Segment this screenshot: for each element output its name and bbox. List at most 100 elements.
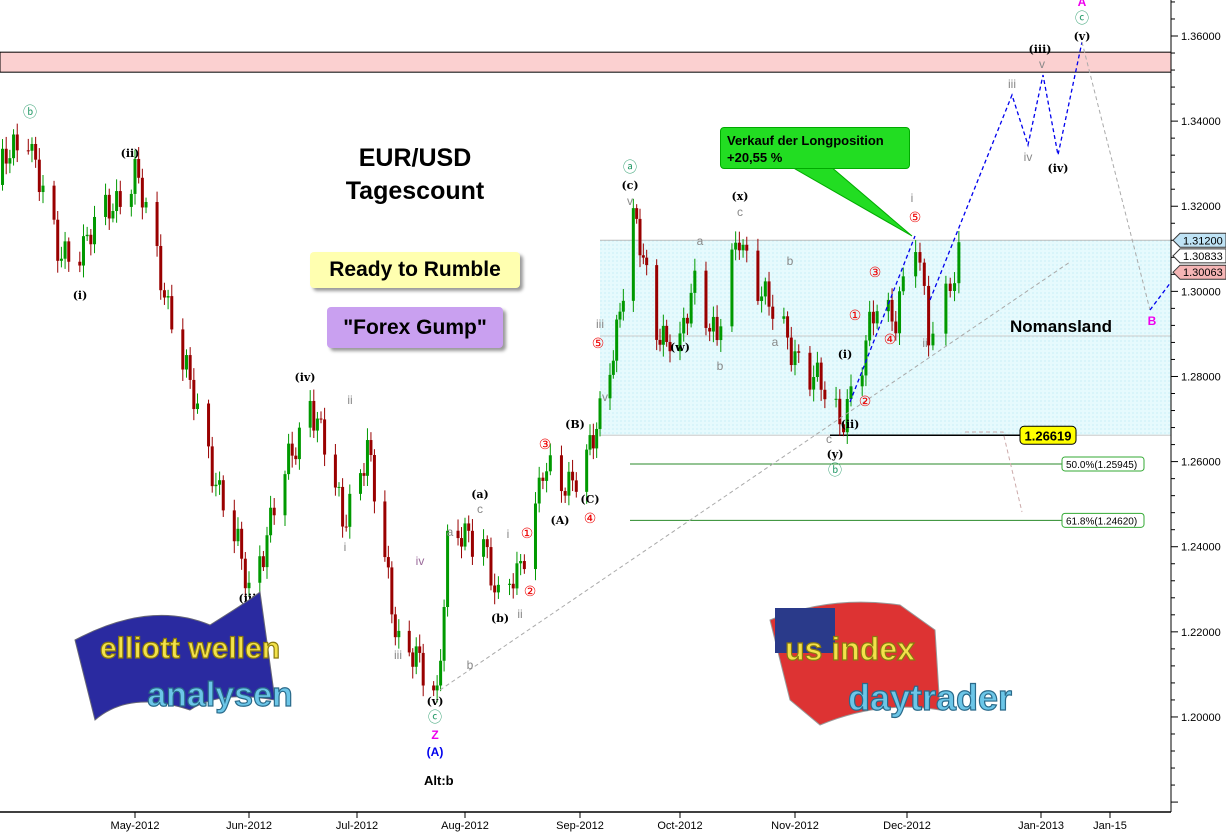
candle-down — [118, 191, 122, 207]
alt-projection — [965, 431, 1023, 513]
candle-up — [81, 236, 85, 266]
candle-down — [418, 646, 422, 653]
us-flag-canton — [775, 608, 835, 653]
candle-down — [162, 290, 166, 298]
candle-down — [261, 556, 265, 568]
y-tick-label: 1.28000 — [1181, 371, 1221, 383]
candle-up — [682, 317, 686, 334]
y-tick-label: 1.20000 — [1181, 712, 1221, 724]
candle-down — [786, 316, 790, 338]
wave-label: (i) — [838, 348, 853, 361]
candle-down — [771, 306, 775, 319]
candle-down — [789, 337, 793, 366]
candle-up — [886, 299, 890, 312]
candle-up — [793, 351, 797, 366]
y-tick-label: 1.30000 — [1181, 286, 1221, 298]
candle-up — [734, 242, 738, 250]
price-tag — [1172, 232, 1226, 248]
candle-down — [344, 526, 348, 528]
candle-up — [537, 477, 541, 504]
price-tag — [1172, 264, 1226, 280]
candle-up — [30, 143, 34, 151]
candle-down — [294, 455, 298, 460]
candle-up — [914, 252, 918, 277]
projection-path-3 — [1149, 281, 1172, 311]
wave-label: ④ — [884, 331, 897, 347]
candle-up — [508, 583, 512, 585]
candle-up — [184, 355, 188, 370]
candle-down — [188, 355, 192, 380]
wave-label: a — [447, 525, 454, 539]
callout-line1: Verkauf der Longposition — [727, 133, 884, 148]
candle-up — [533, 503, 537, 570]
candle-down — [26, 150, 30, 152]
candle-up — [782, 316, 786, 319]
candle-down — [107, 194, 111, 219]
candle-up — [931, 333, 935, 346]
price-tag-text: 1.30063 — [1183, 267, 1223, 279]
candle-down — [341, 486, 345, 527]
fib-tag-text: 50.0%(1.25945) — [1066, 460, 1137, 471]
x-tick-label: Nov-2012 — [771, 820, 819, 832]
candle-down — [767, 281, 771, 307]
wave-label: ⓑ — [828, 462, 842, 478]
candle-up — [397, 630, 401, 638]
wave-label: B — [1148, 314, 1157, 328]
logo-left-line1: elliott wellen — [100, 632, 280, 665]
x-tick-label: Jan-2013 — [1018, 820, 1064, 832]
wave-label: iii — [394, 648, 402, 662]
candle-down — [78, 261, 82, 266]
candle-up — [711, 316, 715, 332]
candle-down — [243, 558, 247, 589]
candle-up — [615, 319, 619, 361]
candle-down — [470, 530, 474, 557]
wave-label: i — [344, 540, 347, 554]
candle-down — [511, 583, 515, 589]
candle-down — [159, 245, 163, 291]
candle-up — [860, 375, 864, 387]
candle-down — [635, 208, 639, 219]
candle-down — [432, 685, 436, 691]
wave-label: i — [507, 527, 510, 541]
candle-down — [312, 400, 316, 431]
candle-down — [658, 339, 662, 345]
wave-label: A — [1078, 0, 1087, 9]
wave-label: ④ — [584, 510, 597, 526]
candle-up — [133, 158, 137, 194]
title-subtitle: Tagescount — [345, 177, 485, 205]
candle-down — [319, 418, 323, 420]
candle-up — [446, 530, 450, 608]
wave-label: (C) — [580, 493, 599, 506]
candle-up — [283, 474, 287, 516]
wave-label: ③ — [869, 264, 882, 280]
wave-label: ② — [524, 583, 537, 599]
wave-label: c — [737, 205, 743, 219]
wave-label: (iii) — [1029, 43, 1052, 56]
candle-up — [308, 400, 312, 428]
candle-up — [115, 191, 119, 212]
candle-up — [439, 660, 443, 686]
candle-down — [645, 257, 649, 266]
candle-down — [715, 316, 719, 341]
candle-up — [741, 244, 745, 251]
candle-down — [685, 317, 689, 324]
wave-label: Z — [431, 728, 438, 742]
candle-down — [922, 262, 926, 286]
wave-label: ② — [859, 393, 872, 409]
candle-up — [845, 399, 849, 433]
candle-up — [631, 208, 635, 301]
candle-down — [894, 321, 898, 334]
candle-up — [258, 556, 262, 583]
candle-up — [214, 484, 218, 487]
y-tick-label: 1.36000 — [1181, 31, 1221, 43]
wave-label: ⓑ — [23, 104, 37, 120]
candle-up — [85, 234, 89, 237]
candle-down — [456, 530, 460, 539]
x-tick-label: Aug-2012 — [441, 820, 489, 832]
candle-down — [372, 455, 376, 502]
level-tag-low-text: 1.26619 — [1025, 428, 1072, 443]
candle-down — [948, 283, 952, 291]
wave-label: (c) — [621, 179, 638, 192]
candle-down — [708, 327, 712, 332]
